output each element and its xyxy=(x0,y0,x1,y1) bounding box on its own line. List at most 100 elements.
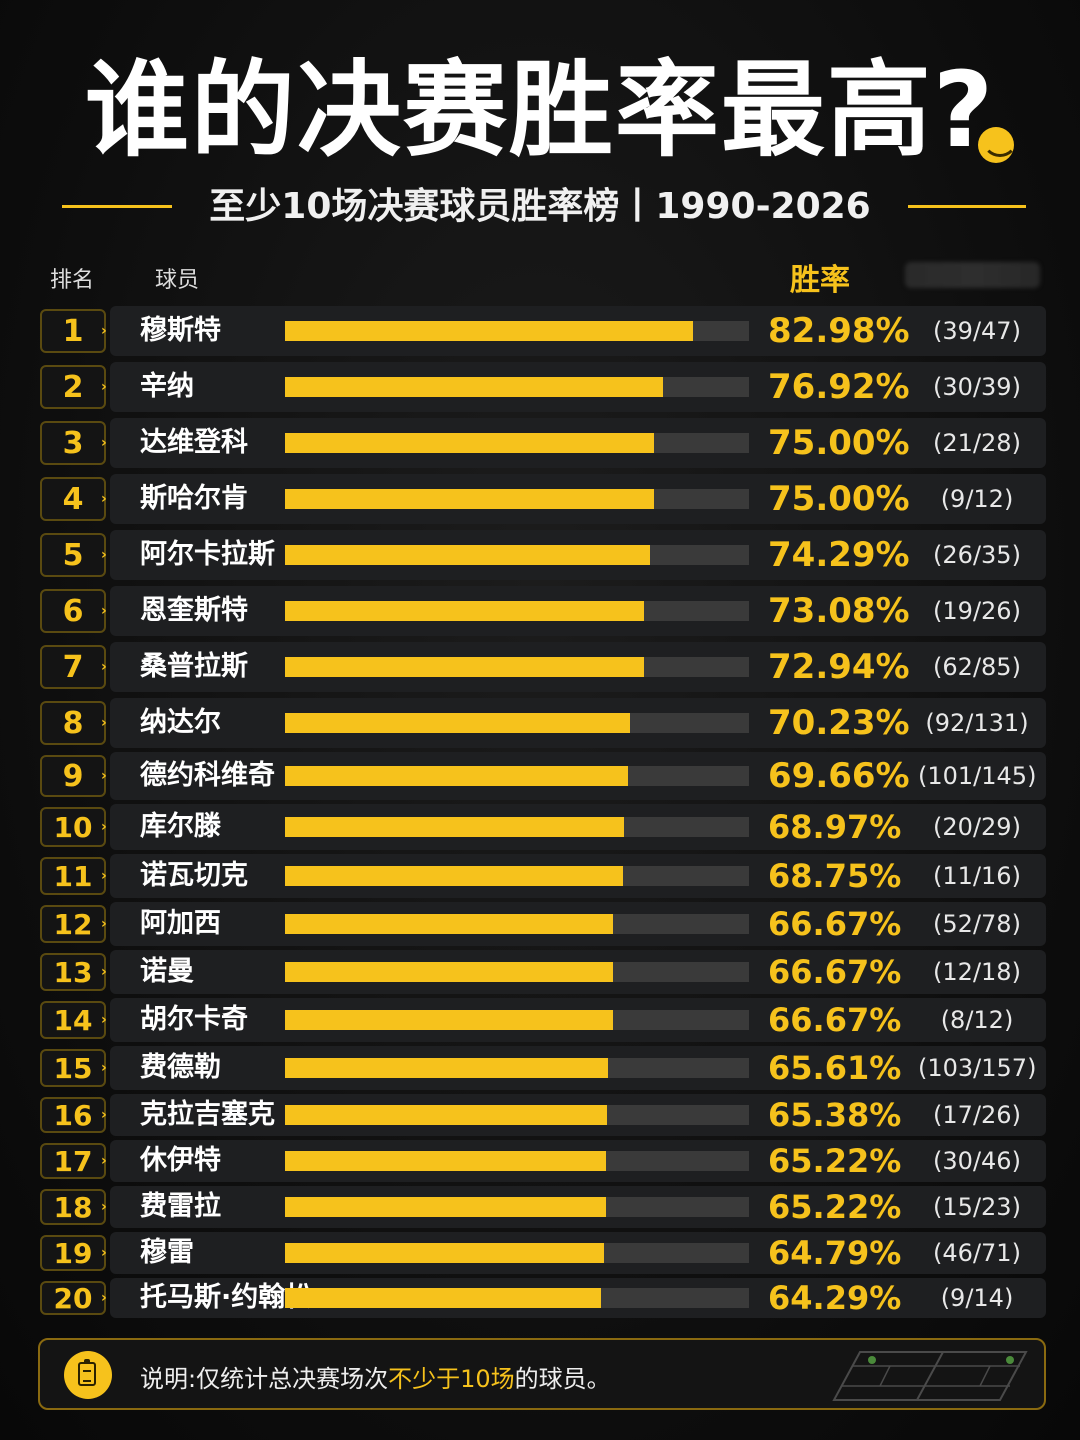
rank-number: 4 xyxy=(62,481,84,517)
divider-right xyxy=(908,205,1026,208)
record-label: (46/71) xyxy=(933,1239,1021,1267)
title-text: 谁的决赛胜率最高 xyxy=(84,49,933,171)
record-label: (52/78) xyxy=(933,910,1021,938)
record-label: (12/18) xyxy=(933,958,1021,986)
player-name: 德约科维奇 xyxy=(140,760,275,791)
bar xyxy=(285,1058,608,1078)
rank-number: 18 xyxy=(53,1190,93,1224)
rank-number: 1 xyxy=(62,313,84,349)
chevron-right-icon: › xyxy=(101,1012,107,1028)
chevron-right-icon: › xyxy=(101,435,107,451)
win-rate-label: 66.67% xyxy=(768,1001,902,1039)
bar-track xyxy=(285,489,749,509)
chevron-right-icon: › xyxy=(101,1153,107,1169)
bar xyxy=(285,817,625,837)
rank-badge: 12 › xyxy=(40,905,107,943)
bar xyxy=(285,1243,604,1263)
bar-track xyxy=(285,657,749,677)
divider-left xyxy=(62,205,172,208)
win-rate-label: 68.97% xyxy=(768,808,902,846)
win-rate-label: 69.66% xyxy=(768,756,910,796)
blurred-watermark xyxy=(905,262,1040,288)
rank-number: 11 xyxy=(53,859,93,893)
rank-number: 10 xyxy=(53,810,93,844)
rank-badge: 13 › xyxy=(40,953,107,991)
win-rate-label: 82.98% xyxy=(768,311,910,351)
rank-badge: 15 › xyxy=(40,1049,107,1087)
bar-track xyxy=(285,1288,749,1308)
chevron-right-icon: › xyxy=(101,868,107,884)
player-name: 胡尔卡奇 xyxy=(140,1004,248,1035)
rank-badge: 16 › xyxy=(40,1097,107,1133)
bar xyxy=(285,657,644,677)
bar xyxy=(285,321,694,341)
rank-badge: 14 › xyxy=(40,1001,107,1039)
tennis-court-icon xyxy=(832,1351,1028,1401)
bar xyxy=(285,1197,606,1217)
bar-track xyxy=(285,766,749,786)
player-name: 穆斯特 xyxy=(140,315,221,346)
player-name: 桑普拉斯 xyxy=(140,651,248,682)
rank-badge: 7 › xyxy=(40,645,107,689)
win-rate-label: 64.79% xyxy=(768,1234,902,1272)
chevron-right-icon: › xyxy=(101,1107,107,1123)
rank-badge: 20 › xyxy=(40,1281,107,1315)
rank-badge: 1 › xyxy=(40,309,107,353)
win-rate-label: 66.67% xyxy=(768,953,902,991)
record-label: (9/14) xyxy=(940,1284,1014,1312)
rank-number: 19 xyxy=(53,1236,93,1270)
footnote-prefix: 说明:仅统计总决赛场次 xyxy=(140,1365,389,1393)
record-label: (21/28) xyxy=(933,429,1021,457)
rank-badge: 8 › xyxy=(40,701,107,745)
player-name: 阿尔卡拉斯 xyxy=(140,539,275,570)
rank-number: 5 xyxy=(62,537,84,573)
record-label: (11/16) xyxy=(933,862,1021,890)
rank-badge: 18 › xyxy=(40,1189,107,1225)
win-rate-label: 74.29% xyxy=(768,535,910,575)
player-name: 托马斯·约翰松 xyxy=(140,1282,313,1313)
bar-track xyxy=(285,1151,749,1171)
record-label: (19/26) xyxy=(933,597,1021,625)
bar xyxy=(285,601,645,621)
chevron-right-icon: › xyxy=(101,1199,107,1215)
player-name: 费雷拉 xyxy=(140,1191,221,1222)
footnote-text: 说明:仅统计总决赛场次不少于10场的球员。 xyxy=(140,1359,611,1394)
tennis-ball-icon xyxy=(978,127,1018,163)
rank-number: 2 xyxy=(62,369,84,405)
column-header-rank: 排名 xyxy=(50,268,95,293)
rank-badge: 19 › xyxy=(40,1235,107,1271)
chevron-right-icon: › xyxy=(101,1060,107,1076)
player-name: 库尔滕 xyxy=(140,811,221,842)
chevron-right-icon: › xyxy=(101,768,107,784)
bar xyxy=(285,766,628,786)
rank-badge: 9 › xyxy=(40,755,107,797)
bar-track xyxy=(285,1058,749,1078)
win-rate-label: 75.00% xyxy=(768,423,910,463)
clipboard-icon xyxy=(64,1351,112,1399)
bar-track xyxy=(285,377,749,397)
win-rate-label: 73.08% xyxy=(768,591,910,631)
record-label: (62/85) xyxy=(933,653,1021,681)
rank-number: 17 xyxy=(53,1144,93,1178)
win-rate-label: 65.38% xyxy=(768,1096,902,1134)
player-name: 费德勒 xyxy=(140,1052,221,1083)
rank-number: 16 xyxy=(53,1098,93,1132)
footnote-suffix: 的球员。 xyxy=(514,1365,611,1393)
record-label: (92/131) xyxy=(925,709,1029,737)
rank-badge: 5 › xyxy=(40,533,107,577)
bar xyxy=(285,1288,602,1308)
win-rate-label: 72.94% xyxy=(768,647,910,687)
win-rate-label: 76.92% xyxy=(768,367,910,407)
player-name: 恩奎斯特 xyxy=(140,595,248,626)
bar-track xyxy=(285,321,749,341)
bar-track xyxy=(285,1243,749,1263)
player-name: 穆雷 xyxy=(140,1237,194,1268)
bar-track xyxy=(285,433,749,453)
bar-track xyxy=(285,713,749,733)
chevron-right-icon: › xyxy=(101,1290,107,1306)
rank-badge: 10 › xyxy=(40,807,107,847)
rank-number: 3 xyxy=(62,425,84,461)
page-title: 谁的决赛胜率最高? xyxy=(0,40,1080,180)
rank-badge: 17 › xyxy=(40,1143,107,1179)
